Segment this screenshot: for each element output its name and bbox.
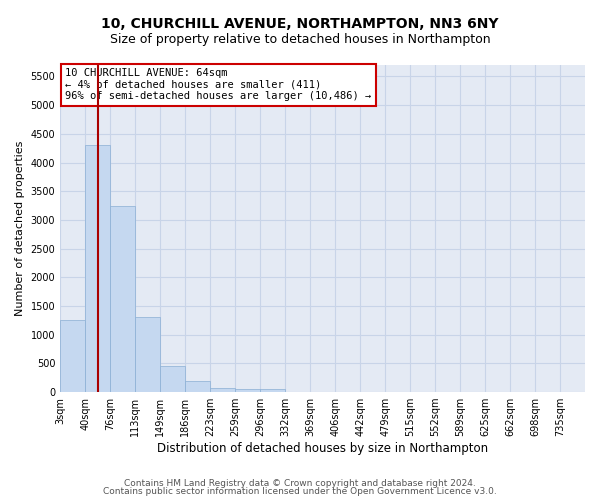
Text: 10, CHURCHILL AVENUE, NORTHAMPTON, NN3 6NY: 10, CHURCHILL AVENUE, NORTHAMPTON, NN3 6… (101, 18, 499, 32)
X-axis label: Distribution of detached houses by size in Northampton: Distribution of detached houses by size … (157, 442, 488, 455)
Text: Contains public sector information licensed under the Open Government Licence v3: Contains public sector information licen… (103, 487, 497, 496)
Bar (260, 388, 285, 392)
Bar (135, 318, 160, 392)
Bar (210, 388, 235, 392)
Text: Contains HM Land Registry data © Crown copyright and database right 2024.: Contains HM Land Registry data © Crown c… (124, 478, 476, 488)
Bar (60, 320, 85, 392)
Bar (235, 388, 260, 392)
Bar (110, 206, 135, 392)
Bar (185, 380, 210, 392)
Text: 10 CHURCHILL AVENUE: 64sqm
← 4% of detached houses are smaller (411)
96% of semi: 10 CHURCHILL AVENUE: 64sqm ← 4% of detac… (65, 68, 371, 102)
Bar (160, 366, 185, 392)
Y-axis label: Number of detached properties: Number of detached properties (15, 141, 25, 316)
Bar (85, 146, 110, 392)
Text: Size of property relative to detached houses in Northampton: Size of property relative to detached ho… (110, 32, 490, 46)
